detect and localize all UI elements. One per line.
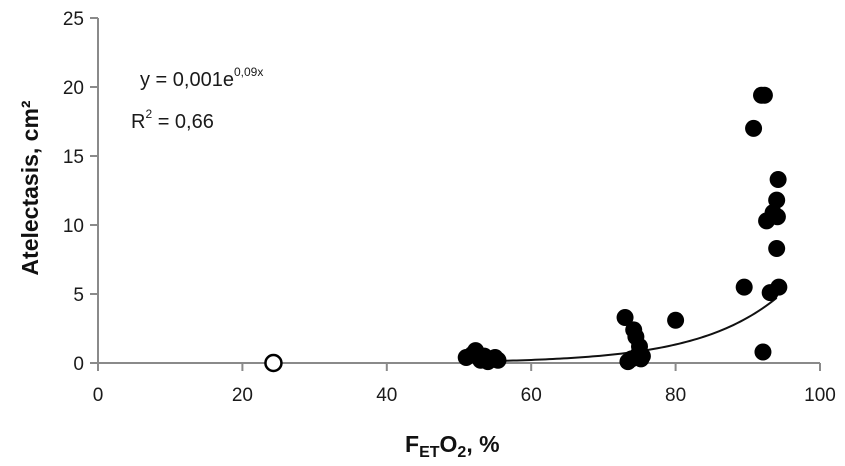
data-point — [616, 308, 634, 326]
y-axis-title: Atelectasis, cm² — [17, 100, 43, 275]
data-point — [667, 311, 685, 329]
tick-labels: 0 20 40 60 80 100 0 5 10 15 20 25 — [63, 9, 836, 406]
x-tick-label: 20 — [232, 385, 253, 406]
x-tick-label: 100 — [804, 385, 836, 406]
axes — [90, 17, 821, 371]
y-tick-label: 5 — [73, 285, 84, 306]
r-symbol: R — [131, 111, 145, 133]
r-squared-value: = 0,66 — [152, 111, 214, 133]
data-point — [768, 191, 786, 209]
x-axis-title: FETO2, % — [405, 431, 500, 461]
x-axis-title-main: F — [405, 431, 419, 457]
x-tick-label: 0 — [93, 385, 104, 406]
y-tick-label: 25 — [63, 9, 84, 30]
data-point — [489, 351, 507, 369]
data-points — [264, 86, 788, 373]
y-tick-label: 20 — [63, 78, 84, 99]
data-point — [754, 343, 772, 361]
data-point — [770, 278, 788, 296]
data-point — [633, 347, 651, 365]
data-point — [769, 170, 787, 188]
equation-label: y = 0,001e0,09x — [140, 65, 263, 91]
x-axis-title-sub2: 2 — [457, 444, 466, 461]
data-point — [735, 278, 753, 296]
data-point — [768, 208, 786, 226]
x-axis-title-o: O — [440, 431, 458, 457]
data-point — [755, 86, 773, 104]
r-squared-label: R2 = 0,66 — [131, 107, 214, 133]
x-axis-title-sub: ET — [419, 444, 440, 461]
equation-exponent: 0,09x — [234, 65, 263, 79]
x-tick-label: 60 — [521, 385, 542, 406]
x-tick-label: 80 — [665, 385, 686, 406]
r-superscript: 2 — [145, 107, 152, 121]
equation-prefix: y = 0,001e — [140, 69, 234, 91]
x-axis-title-unit: , % — [466, 431, 499, 457]
y-tick-label: 15 — [63, 147, 84, 168]
y-tick-label: 10 — [63, 216, 84, 237]
data-point — [745, 119, 763, 137]
y-tick-label: 0 — [73, 354, 84, 375]
open-data-point — [264, 353, 283, 373]
x-tick-label: 40 — [376, 385, 397, 406]
data-point — [768, 239, 786, 257]
